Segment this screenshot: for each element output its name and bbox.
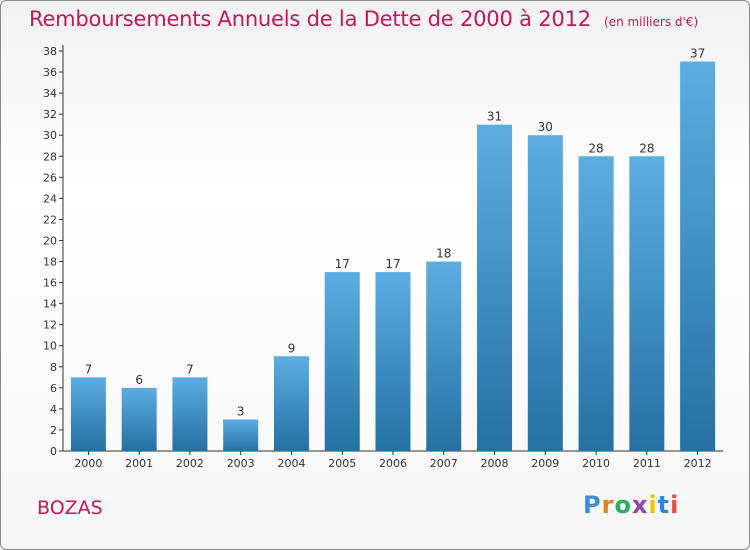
- chart-title-block: Remboursements Annuels de la Dette de 20…: [29, 7, 698, 31]
- y-tick-label: 22: [43, 213, 57, 226]
- bar-value-label: 7: [186, 362, 194, 376]
- bar-value-label: 17: [335, 257, 350, 271]
- chart-labels: 2000 7 2001 6 2002 7 2003 3 2004 9 2005 17 2006 17 200…: [74, 47, 711, 470]
- x-tick-label: 2008: [481, 457, 509, 470]
- bar-value-label: 3: [237, 404, 245, 418]
- bar-2008: [477, 124, 513, 452]
- logo-letter: i: [670, 491, 680, 519]
- y-tick-label: 6: [50, 382, 57, 395]
- y-tick-label: 12: [43, 319, 57, 332]
- y-tick-label: 16: [43, 277, 57, 290]
- y-tick-label: 2: [50, 424, 57, 437]
- logo-letter: t: [657, 491, 671, 519]
- bar-2012: [680, 61, 716, 452]
- logo-letter: x: [631, 491, 649, 519]
- bar-2004: [273, 356, 309, 451]
- chart-unit: (en milliers d'€): [604, 15, 699, 29]
- bar-2002: [172, 377, 208, 451]
- chart-title: Remboursements Annuels de la Dette de 20…: [29, 7, 591, 31]
- bar-2010: [578, 156, 614, 451]
- x-tick-label: 2001: [125, 457, 153, 470]
- logo-letter: o: [614, 491, 632, 519]
- bar-value-label: 37: [690, 47, 705, 61]
- y-tick-label: 34: [43, 87, 57, 100]
- x-tick-label: 2000: [74, 457, 102, 470]
- bar-2005: [324, 272, 360, 451]
- y-tick-label: 30: [43, 129, 57, 142]
- chart-bars: [70, 61, 716, 452]
- y-tick-label: 8: [50, 361, 57, 374]
- x-tick-label: 2009: [531, 457, 559, 470]
- y-tick-label: 32: [43, 108, 57, 121]
- x-tick-label: 2005: [328, 457, 356, 470]
- y-tick-label: 0: [50, 445, 57, 458]
- bar-2003: [223, 419, 259, 451]
- bar-value-label: 31: [487, 110, 502, 124]
- x-tick-label: 2006: [379, 457, 407, 470]
- bar-value-label: 30: [538, 120, 553, 134]
- y-tick-label: 20: [43, 234, 57, 247]
- x-tick-label: 2007: [430, 457, 458, 470]
- y-tick-label: 28: [43, 150, 57, 163]
- x-tick-label: 2012: [684, 457, 712, 470]
- x-tick-label: 2002: [176, 457, 204, 470]
- bar-2001: [121, 387, 157, 451]
- x-tick-label: 2004: [277, 457, 305, 470]
- bar-value-label: 17: [385, 257, 400, 271]
- proxiti-logo[interactable]: Proxiti: [583, 491, 679, 519]
- bar-2009: [527, 135, 563, 452]
- logo-letter: i: [648, 491, 658, 519]
- x-tick-label: 2011: [633, 457, 661, 470]
- bar-value-label: 28: [639, 141, 654, 155]
- bar-2007: [426, 261, 462, 451]
- logo-letter: r: [601, 491, 615, 519]
- y-tick-label: 36: [43, 66, 57, 79]
- x-tick-label: 2003: [227, 457, 255, 470]
- y-tick-label: 18: [43, 256, 57, 269]
- bar-2006: [375, 272, 411, 451]
- bar-value-label: 9: [288, 341, 296, 355]
- bar-value-label: 28: [588, 141, 603, 155]
- bar-2000: [70, 377, 106, 451]
- y-tick-label: 4: [50, 403, 57, 416]
- y-tick-label: 14: [43, 298, 57, 311]
- bar-value-label: 18: [436, 247, 451, 261]
- x-tick-label: 2010: [582, 457, 610, 470]
- y-tick-label: 38: [43, 45, 57, 58]
- commune-name: BOZAS: [37, 497, 103, 519]
- logo-letter: P: [583, 491, 602, 519]
- bar-value-label: 7: [85, 362, 93, 376]
- y-tick-label: 26: [43, 171, 57, 184]
- bar-2011: [629, 156, 665, 451]
- y-tick-label: 10: [43, 340, 57, 353]
- y-tick-label: 24: [43, 192, 57, 205]
- bar-value-label: 6: [135, 373, 143, 387]
